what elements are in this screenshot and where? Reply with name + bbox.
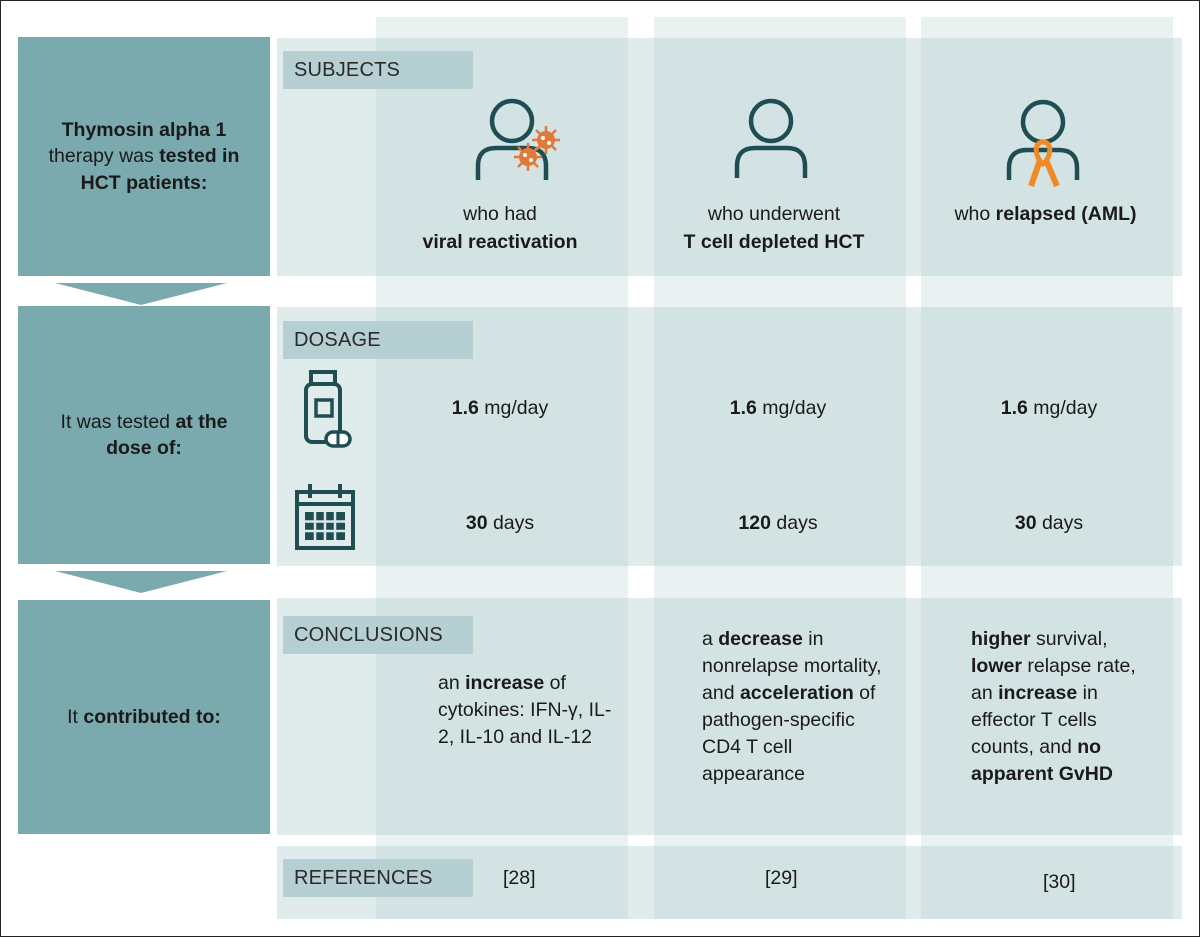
text: survival, <box>1030 628 1108 650</box>
dose-unit: mg/day <box>1027 397 1098 419</box>
conclusions-left-box: It contributed to: <box>18 600 270 834</box>
text: It was tested <box>60 410 176 433</box>
conclusions-tag: CONCLUSIONS <box>283 616 473 654</box>
subject-caption-2: who underwent T cell depleted HCT <box>655 200 893 257</box>
bold-text: tested in HCT patients: <box>80 145 240 194</box>
dose-unit: mg/day <box>756 397 827 419</box>
duration-number: 30 <box>465 512 488 534</box>
bold-text: decrease <box>718 628 803 650</box>
person-with-ribbon-icon <box>1006 99 1080 188</box>
dosage-left-text: It was tested at the dose of: <box>39 409 249 462</box>
medicine-bottle-pill-icon <box>304 370 352 448</box>
text: an <box>438 672 466 694</box>
conclusion-text-1: an increase of cytokines: IFN-γ, IL-2, I… <box>438 670 618 751</box>
duration-unit: days <box>487 512 535 534</box>
text: of pathogen-specific CD4 T cell appearan… <box>702 681 876 785</box>
subject-line-bold: viral reactivation <box>422 231 578 254</box>
down-arrow-icon <box>55 283 227 305</box>
subject-line-bold: T cell depleted HCT <box>683 231 865 254</box>
text: in effector T cells counts, and <box>971 681 1098 758</box>
dose-value-3: 1.6 mg/day <box>933 397 1165 420</box>
text: in nonrelapse mortality, and <box>702 628 882 704</box>
duration-unit: days <box>770 512 818 534</box>
subjects-left-text: Thymosin alpha 1 therapy was tested in H… <box>18 117 270 196</box>
bold-text: relapsed (AML) <box>995 203 1137 225</box>
subject-line: who had <box>463 203 537 225</box>
dose-unit: mg/day <box>478 397 549 419</box>
subjects-left-box: Thymosin alpha 1 therapy was tested in H… <box>18 37 270 276</box>
dose-number: 1.6 <box>729 397 757 419</box>
references-tag: REFERENCES <box>283 859 473 897</box>
text: It <box>67 705 84 728</box>
bold-text: at the dose of: <box>106 410 228 459</box>
duration-value-3: 30 days <box>933 512 1165 535</box>
text: of cytokines: IFN-γ, IL-2, IL-10 and IL-… <box>438 672 612 748</box>
bold-text: contributed to: <box>83 705 221 728</box>
text: a <box>702 628 719 650</box>
subject-caption-1: who had viral reactivation <box>385 200 615 257</box>
bold-text: Thymosin alpha 1 <box>61 119 227 142</box>
dose-number: 1.6 <box>451 397 479 419</box>
dose-number: 1.6 <box>1000 397 1028 419</box>
subject-caption-3: who relapsed (AML) <box>923 200 1168 228</box>
bold-text: acceleration <box>739 681 854 704</box>
bold-text: increase <box>998 681 1078 704</box>
dose-value-2: 1.6 mg/day <box>662 397 894 420</box>
bold-text: lower <box>971 654 1022 677</box>
text: therapy was <box>48 145 160 168</box>
person-icon <box>734 98 808 178</box>
duration-value-2: 120 days <box>662 512 894 535</box>
subject-line: who underwent <box>707 203 841 225</box>
reference-2: [29] <box>765 867 798 889</box>
conclusion-text-2: a decrease in nonrelapse mortality, and … <box>702 626 892 787</box>
dosage-tag: DOSAGE <box>283 321 473 359</box>
dosage-left-box: It was tested at the dose of: <box>18 306 270 564</box>
bold-text: increase <box>465 672 545 694</box>
reference-1: [28] <box>503 867 536 889</box>
duration-unit: days <box>1036 512 1084 534</box>
subjects-tag: SUBJECTS <box>283 51 473 89</box>
duration-number: 30 <box>1014 512 1037 534</box>
person-with-virus-icon <box>475 98 560 180</box>
text: who <box>954 203 996 225</box>
calendar-icon <box>295 484 355 550</box>
conclusion-text-3: higher survival, lower relapse rate, an … <box>971 626 1146 787</box>
down-arrow-icon <box>55 571 227 593</box>
conclusions-left-text: It contributed to: <box>57 704 231 730</box>
duration-value-1: 30 days <box>385 512 615 535</box>
reference-3: [30] <box>1043 871 1076 893</box>
text: relapse rate, an <box>971 654 1136 704</box>
bold-text: no apparent GvHD <box>971 735 1113 785</box>
duration-number: 120 <box>738 512 771 534</box>
dose-value-1: 1.6 mg/day <box>385 397 615 420</box>
bold-text: higher <box>971 628 1031 650</box>
